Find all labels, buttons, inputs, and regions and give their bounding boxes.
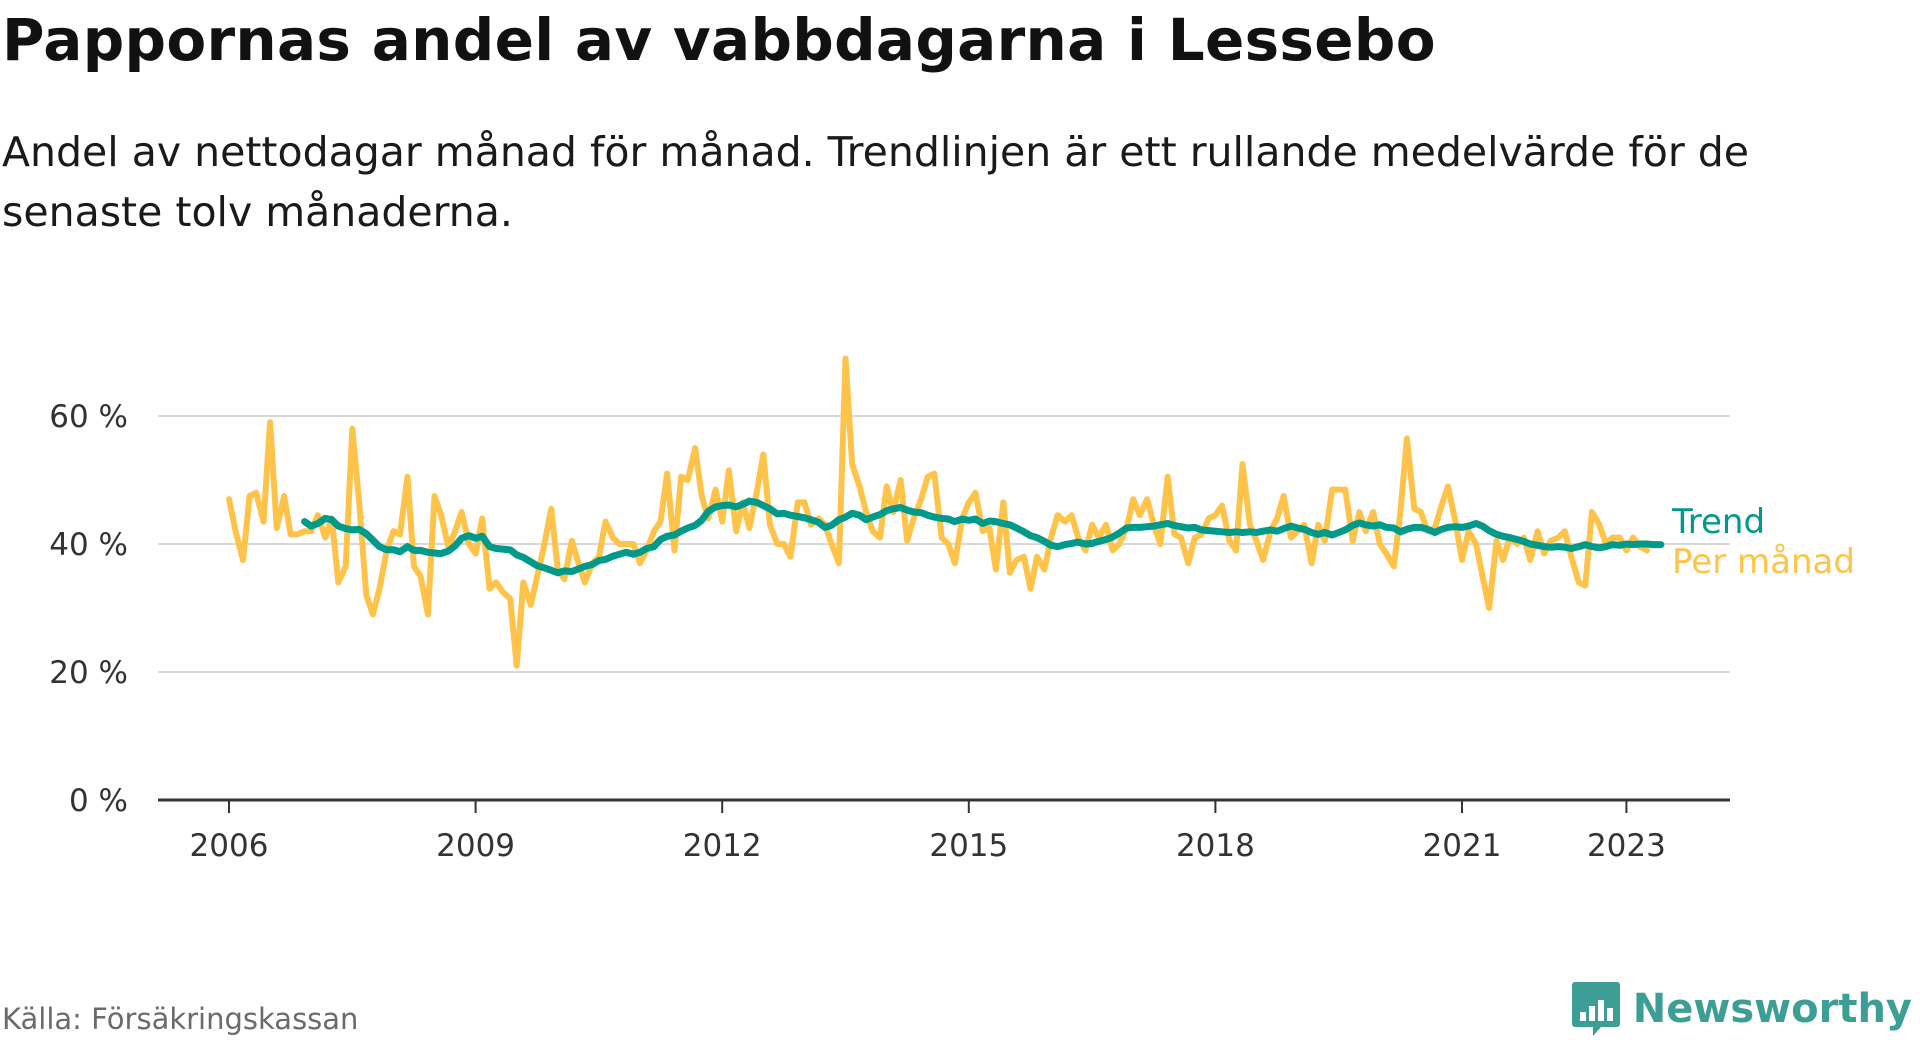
- x-tick-label: 2023: [1587, 828, 1666, 864]
- chart-subtitle: Andel av nettodagar månad för månad. Tre…: [2, 128, 1749, 236]
- x-tick-label: 2009: [436, 828, 515, 864]
- newsworthy-logo-icon: [1571, 982, 1620, 1036]
- x-tick-label: 2018: [1176, 828, 1255, 864]
- source-note: Källa: Försäkringskassan: [2, 1002, 359, 1036]
- legend-label-trend: Trend: [1671, 502, 1765, 542]
- series-line-trend: [301, 497, 1665, 577]
- legend-label-per-manad: Per månad: [1672, 542, 1855, 582]
- chart-title: Pappornas andel av vabbdagarna i Lessebo: [2, 6, 1436, 74]
- series-line-per-manad: [226, 355, 1650, 669]
- brand-name: Newsworthy: [1632, 986, 1912, 1032]
- y-tick-label: 40 %: [49, 527, 128, 563]
- x-tick-label: 2006: [190, 828, 269, 864]
- series-lines: [226, 355, 1665, 669]
- x-tick-label: 2015: [929, 828, 1008, 864]
- y-axis-ticks: 0 % 20 % 40 % 60 %: [49, 399, 128, 819]
- x-tick-label: 2021: [1423, 828, 1502, 864]
- y-tick-label: 0 %: [69, 783, 128, 819]
- y-tick-label: 60 %: [49, 399, 128, 435]
- y-tick-label: 20 %: [49, 655, 128, 691]
- x-tick-label: 2012: [683, 828, 762, 864]
- x-axis: 2006 2009 2012 2015 2018 2021 2023: [158, 798, 1730, 864]
- brand-logo: Newsworthy: [1571, 980, 1912, 1038]
